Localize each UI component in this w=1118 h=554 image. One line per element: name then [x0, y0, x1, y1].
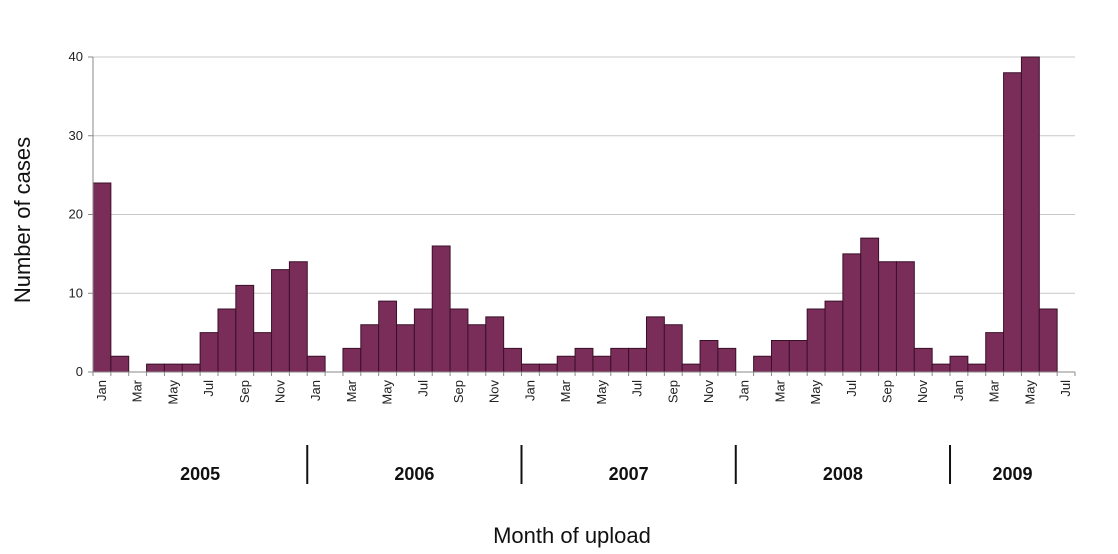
y-tick-label: 0 — [76, 364, 83, 379]
x-tick-label: Jul — [630, 380, 645, 397]
bar — [413, 308, 433, 373]
x-tick-label: May — [165, 380, 180, 405]
x-tick-label: Jan — [94, 380, 109, 401]
y-tick-label: 10 — [69, 285, 83, 300]
bar — [146, 363, 165, 373]
bar — [467, 324, 487, 373]
x-tick-label: Mar — [987, 379, 1002, 402]
bar — [235, 284, 255, 373]
x-tick-label: Nov — [915, 380, 930, 404]
year-label: 2005 — [180, 464, 220, 484]
y-tick-label: 40 — [69, 49, 83, 64]
bar — [788, 340, 808, 373]
bar — [378, 300, 398, 373]
bar — [288, 261, 308, 373]
bar — [1038, 308, 1058, 373]
y-axis-ticks: 0 10 20 30 40 — [69, 49, 93, 379]
x-tick-label: Jul — [201, 380, 216, 397]
bar — [271, 269, 290, 373]
bar — [663, 324, 683, 373]
bar — [163, 363, 183, 373]
bar — [931, 363, 951, 373]
bar — [824, 300, 844, 373]
bar — [253, 332, 273, 373]
bar — [610, 347, 630, 373]
year-label: 2009 — [992, 464, 1032, 484]
bar — [878, 261, 897, 373]
x-tick-label: Jul — [844, 380, 859, 397]
bar — [199, 332, 219, 373]
x-tick-label: May — [808, 380, 823, 405]
y-axis-title: Number of cases — [10, 137, 35, 303]
x-tick-label: May — [1022, 380, 1037, 405]
bar — [949, 355, 969, 373]
x-tick-label: Jan — [951, 380, 966, 401]
x-tick-label: Mar — [344, 379, 359, 402]
bar — [645, 316, 665, 373]
x-tick-label: May — [594, 380, 609, 405]
bar — [717, 347, 737, 373]
bar — [92, 182, 112, 373]
x-axis-ticks: Jan Mar May Jul Sep Nov Jan Mar May Jul Sep Nov Jan M… — [92, 372, 1076, 405]
x-tick-label: Jan — [737, 380, 752, 401]
bar — [360, 324, 380, 373]
x-axis-title: Month of upload — [493, 523, 651, 548]
bar — [396, 324, 415, 373]
bar — [521, 363, 540, 373]
bar — [895, 261, 915, 373]
bar — [538, 363, 558, 373]
bar — [770, 340, 790, 373]
bar — [913, 347, 933, 373]
x-tick-label: Mar — [558, 379, 573, 402]
year-labels: 2005 2006 2007 2008 2009 — [180, 445, 1033, 484]
bar — [306, 355, 326, 373]
x-tick-label: Jan — [308, 380, 323, 401]
x-tick-label: Sep — [237, 380, 252, 403]
bar — [806, 308, 826, 373]
x-tick-label: May — [380, 380, 395, 405]
bars-group — [92, 56, 1058, 373]
bar — [449, 308, 469, 373]
bar — [753, 355, 772, 373]
bar — [681, 363, 701, 373]
x-tick-label: Mar — [772, 379, 787, 402]
x-tick-label: Nov — [272, 380, 287, 404]
bar — [485, 316, 505, 373]
x-tick-label: Jan — [522, 380, 537, 401]
year-label: 2007 — [609, 464, 649, 484]
bar — [342, 347, 362, 373]
bar — [1003, 72, 1022, 373]
y-tick-label: 20 — [69, 207, 83, 222]
year-label: 2006 — [394, 464, 434, 484]
x-tick-label: Jul — [415, 380, 430, 397]
bar — [967, 363, 987, 373]
x-tick-label: Nov — [487, 380, 502, 404]
bar — [556, 355, 576, 373]
bar — [503, 347, 523, 373]
bar — [181, 363, 201, 373]
bar — [628, 347, 647, 373]
bar — [985, 332, 1005, 373]
gridlines — [93, 56, 1075, 294]
x-tick-label: Mar — [130, 379, 145, 402]
bar — [699, 340, 719, 373]
x-tick-label: Sep — [880, 380, 895, 403]
bar — [574, 347, 594, 373]
bar — [860, 237, 880, 373]
bar — [431, 245, 451, 373]
x-tick-label: Sep — [665, 380, 680, 403]
x-tick-label: Nov — [701, 380, 716, 404]
bar — [842, 253, 862, 373]
bar — [1020, 56, 1040, 373]
x-tick-label: Sep — [451, 380, 466, 403]
x-tick-label: Jul — [1058, 380, 1073, 397]
bar — [217, 308, 237, 373]
y-tick-label: 30 — [69, 128, 83, 143]
year-label: 2008 — [823, 464, 863, 484]
bar — [592, 355, 612, 373]
bar — [110, 355, 130, 373]
